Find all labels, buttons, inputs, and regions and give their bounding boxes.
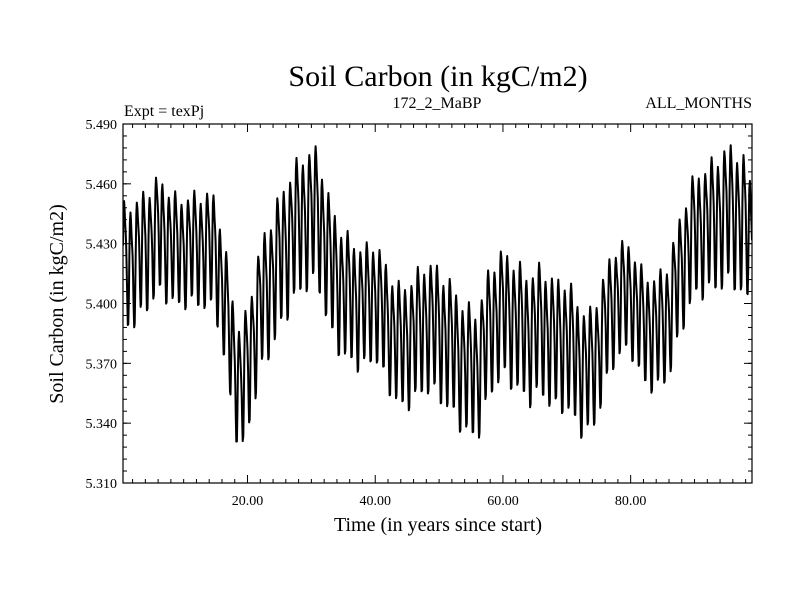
y-tick-label: 5.490	[86, 118, 118, 133]
x-tick-label: 80.00	[615, 494, 647, 509]
chart-title: Soil Carbon (in kgC/m2)	[288, 60, 587, 93]
axis-ticks	[123, 123, 752, 484]
expt-label: Expt = texPj	[124, 103, 204, 120]
y-tick-label: 5.460	[86, 178, 118, 193]
plot-area	[123, 144, 752, 443]
x-tick-label: 60.00	[487, 494, 519, 509]
series-line-soil-carbon	[123, 144, 752, 443]
y-tick-label: 5.340	[86, 417, 118, 432]
y-tick-label: 5.310	[86, 477, 118, 492]
y-tick-label: 5.430	[86, 238, 118, 253]
x-tick-label: 40.00	[359, 494, 391, 509]
tick-labels: 20.00 40.00 60.00 80.00 5.310 5.340 5.370 5.400…	[86, 118, 647, 509]
y-tick-label: 5.400	[86, 298, 118, 313]
x-tick-label: 20.00	[232, 494, 264, 509]
y-axis-label: Soil Carbon (in kgC/m2)	[46, 204, 68, 403]
plot-frame	[122, 123, 753, 484]
x-axis-label: Time (in years since start)	[334, 514, 542, 536]
chart-subtitle: 172_2_MaBP	[393, 95, 482, 112]
y-tick-label: 5.370	[86, 357, 118, 372]
period-label: ALL_MONTHS	[645, 95, 752, 112]
